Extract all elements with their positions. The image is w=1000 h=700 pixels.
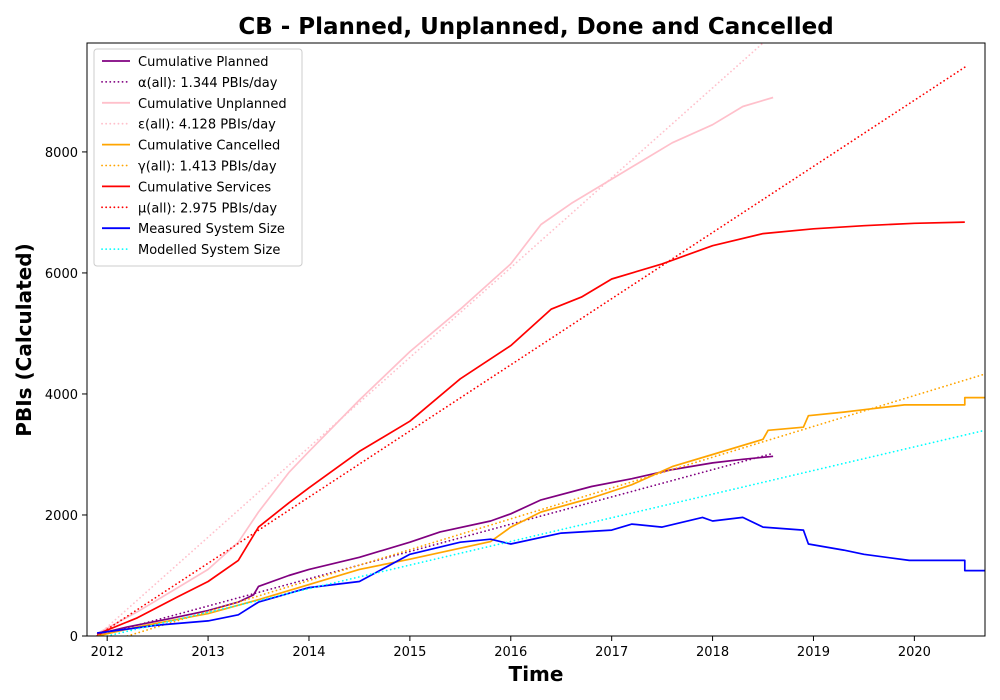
- series-group: [96, 43, 985, 636]
- legend-label: Cumulative Cancelled: [138, 139, 280, 154]
- y-tick-label: 0: [70, 630, 78, 645]
- x-tick-label: 2019: [797, 645, 830, 660]
- y-tick-label: 8000: [45, 146, 78, 161]
- y-axis-title: PBIs (Calculated): [12, 243, 36, 436]
- plot-area: [96, 43, 985, 636]
- x-tick-label: 2017: [595, 645, 628, 660]
- legend-label: Cumulative Planned: [138, 55, 268, 70]
- x-tick-label: 2020: [898, 645, 931, 660]
- legend-label: μ(all): 2.975 PBIs/day: [138, 201, 277, 216]
- y-tick-label: 2000: [45, 509, 78, 524]
- legend-label: α(all): 1.344 PBIs/day: [138, 76, 278, 91]
- series-line-7: [96, 66, 966, 636]
- axes: 2012 2013 2014 2015 2016 2017 2018 2019 2020 0 200…: [45, 42, 986, 660]
- legend-label: Cumulative Services: [138, 180, 271, 195]
- y-tick-label: 6000: [45, 267, 78, 282]
- x-axis-title: Time: [509, 662, 564, 686]
- legend-label: Measured System Size: [138, 222, 285, 237]
- legend-label: ε(all): 4.128 PBIs/day: [138, 118, 276, 133]
- legend-label: Cumulative Unplanned: [138, 97, 287, 112]
- x-tick-label: 2015: [393, 645, 426, 660]
- y-tick-label: 4000: [45, 388, 78, 403]
- x-tick-label: 2013: [192, 645, 225, 660]
- series-line-6: [96, 221, 965, 635]
- x-tick-label: 2012: [91, 645, 124, 660]
- series-line-9: [106, 429, 985, 636]
- legend: Cumulative Planned α(all): 1.344 PBIs/day…: [93, 48, 303, 267]
- chart-title: CB - Planned, Unplanned, Done and Cancel…: [238, 14, 833, 40]
- x-tick-label: 2016: [494, 645, 527, 660]
- series-line-2: [96, 96, 774, 635]
- x-tick-label: 2018: [696, 645, 729, 660]
- legend-label: Modelled System Size: [138, 243, 280, 258]
- plot-frame: [86, 42, 986, 637]
- legend-box: [93, 48, 303, 267]
- x-tick-label: 2014: [292, 645, 325, 660]
- legend-label: γ(all): 1.413 PBIs/day: [138, 160, 277, 175]
